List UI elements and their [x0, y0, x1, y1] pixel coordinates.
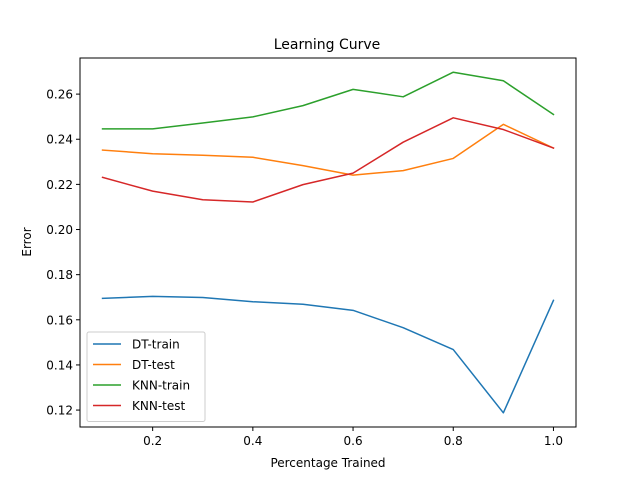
y-tick-label: 0.24 [46, 133, 73, 147]
y-tick-label: 0.16 [46, 313, 73, 327]
y-tick-label: 0.22 [46, 178, 73, 192]
y-axis-label: Error [20, 227, 34, 256]
series-line-dt-train [101, 295, 555, 414]
y-tick-label: 0.12 [46, 404, 73, 418]
legend-label-knn-train: KNN-train [132, 379, 190, 393]
y-tick-label: 0.18 [46, 268, 73, 282]
y-tick-label: 0.20 [46, 223, 73, 237]
series-layer [101, 71, 555, 414]
y-tick-label: 0.14 [46, 358, 73, 372]
x-tick-label: 0.4 [243, 434, 262, 448]
x-tick-label: 0.2 [143, 434, 162, 448]
x-tick-label: 0.6 [344, 434, 363, 448]
chart-title: Learning Curve [274, 37, 381, 53]
legend-label-dt-train: DT-train [132, 338, 180, 352]
y-ticks: 0.12 0.14 0.16 0.18 0.20 0.22 0.24 0.26 [46, 88, 80, 418]
x-tick-label: 0.8 [444, 434, 463, 448]
legend-box [86, 331, 206, 422]
series-line-knn-train [101, 71, 555, 130]
plot-frame [79, 57, 577, 428]
legend: DT-train DT-test KNN-train KNN-test [86, 331, 206, 422]
series-line-knn-test [101, 117, 555, 203]
legend-label-dt-test: DT-test [132, 358, 175, 372]
legend-label-knn-test: KNN-test [132, 399, 185, 413]
series-line-dt-test [101, 123, 555, 176]
x-tick-label: 1.0 [544, 434, 563, 448]
x-ticks: 0.2 0.4 0.6 0.8 1.0 [143, 427, 563, 448]
y-tick-label: 0.26 [46, 88, 73, 102]
x-axis-label: Percentage Trained [270, 456, 385, 470]
